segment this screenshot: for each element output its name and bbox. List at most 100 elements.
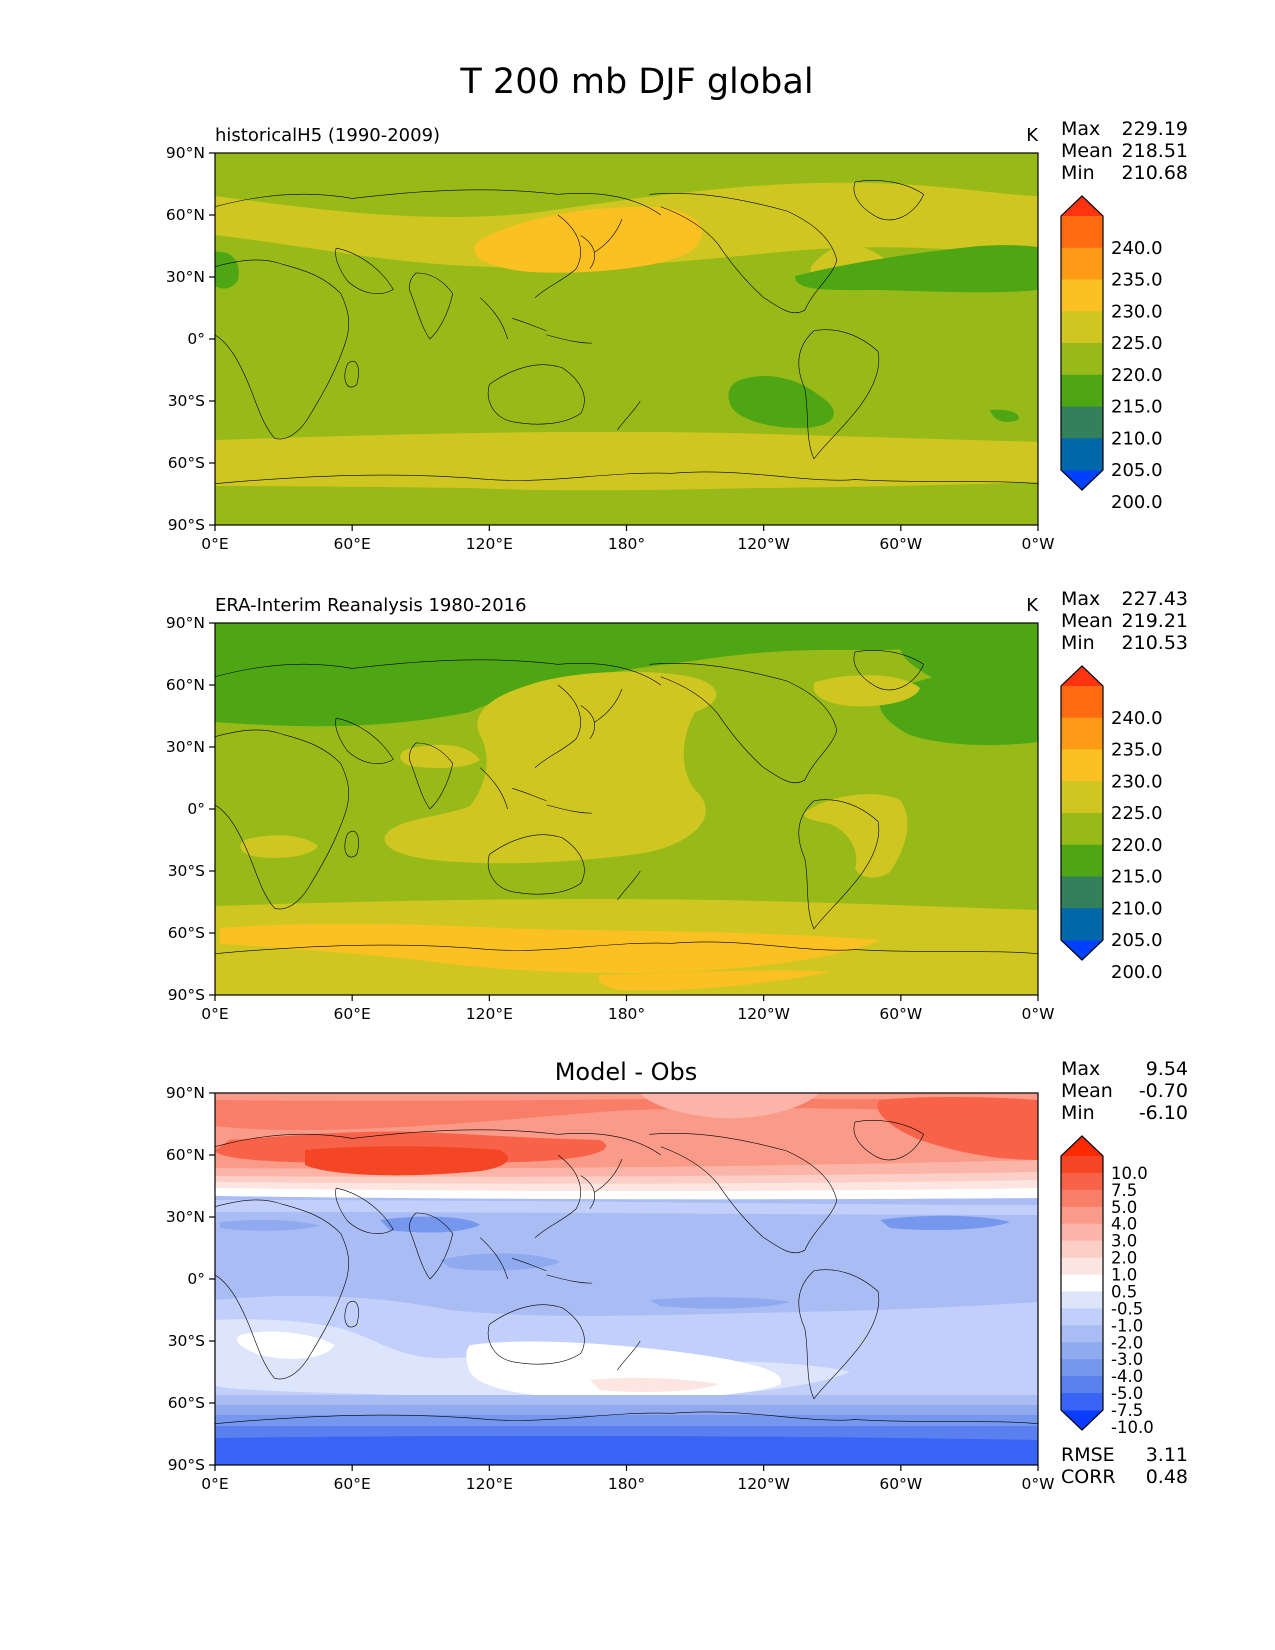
colorbar-segment [1061, 1240, 1103, 1259]
coastline [215, 190, 661, 215]
coastline [617, 401, 640, 430]
coastline [488, 835, 584, 894]
colorbar-segment [1061, 343, 1103, 376]
stat-mean-label: Mean [1061, 140, 1113, 162]
colorbar-segment [1061, 1325, 1103, 1343]
colorbar-segment [1061, 1172, 1103, 1191]
lon-tick-label: 180° [608, 1475, 645, 1493]
coastline [215, 730, 349, 909]
coastline [215, 1130, 661, 1155]
lon-tick-label: 60°W [879, 1005, 922, 1023]
stat-max-label: Max [1061, 588, 1100, 610]
colorbar-segment [1061, 686, 1103, 719]
axis-ticks: 90°N 60°N 30°N 0° 30°S 60°S 90°S0°E 60°E 120°E 18… [166, 144, 1055, 553]
colorbar-extend-max [1061, 666, 1103, 686]
colorbar-label: -10.0 [1111, 1418, 1154, 1437]
colorbar-segment [1061, 781, 1103, 814]
colorbar-label: 210.0 [1111, 898, 1163, 919]
colorbar-label: 225.0 [1111, 333, 1163, 354]
coastline [535, 1155, 581, 1238]
lat-tick-label: 90°N [166, 144, 205, 162]
colorbar-label: 230.0 [1111, 771, 1163, 792]
coastline [345, 361, 359, 387]
lon-tick-label: 0°W [1022, 1475, 1055, 1493]
colorbar-label: 7.5 [1111, 1181, 1137, 1200]
stat-max-label: Max [1061, 1058, 1100, 1080]
lat-tick-label: 90°S [168, 1456, 205, 1474]
map-field [215, 153, 1038, 525]
lat-tick-label: 30°S [168, 392, 205, 410]
colorbar: 240.0 235.0 230.0 225.0 220.0 215.0 210.0 205.0… [1060, 665, 1163, 983]
colorbar-outline [1060, 665, 1104, 961]
coastline [581, 1176, 595, 1209]
lon-tick-label: 60°E [334, 1475, 371, 1493]
lat-tick-label: 60°S [168, 924, 205, 942]
colorbar-label: 215.0 [1111, 397, 1163, 418]
lon-tick-label: 120°E [466, 535, 513, 553]
colorbar-segment [1061, 1206, 1103, 1225]
colorbar-segment [1061, 311, 1103, 344]
lon-tick-label: 0°W [1022, 535, 1055, 553]
colorbar-label: -4.0 [1111, 1367, 1143, 1386]
figure-title: T 200 mb DJF global [459, 62, 813, 102]
coastline [546, 1275, 592, 1283]
colorbar: 240.0 235.0 230.0 225.0 220.0 215.0 210.0 205.0… [1060, 195, 1163, 513]
lat-tick-label: 60°N [166, 206, 205, 224]
coastline [799, 1270, 879, 1399]
lon-tick-label: 0°W [1022, 1005, 1055, 1023]
coastline [488, 365, 584, 424]
corr-value: 0.48 [1146, 1466, 1188, 1488]
stat-mean-value: -0.70 [1139, 1080, 1188, 1102]
lat-tick-label: 0° [187, 1270, 205, 1288]
colorbar-segment [1061, 749, 1103, 782]
colorbar-label: 220.0 [1111, 365, 1163, 386]
colorbar-segment [1061, 813, 1103, 846]
colorbar-label: 200.0 [1111, 492, 1163, 513]
coastline [854, 180, 924, 220]
colorbar-extend-min [1061, 940, 1103, 960]
colorbar-label: 1.0 [1111, 1266, 1137, 1285]
colorbar-label: 5.0 [1111, 1198, 1137, 1217]
coastline [336, 718, 394, 764]
lon-tick-label: 0°E [201, 1475, 228, 1493]
coastline [512, 1258, 546, 1270]
colorbar-segment [1061, 876, 1103, 909]
stat-mean-label: Mean [1061, 610, 1113, 632]
colorbar-label: 235.0 [1111, 270, 1163, 291]
coastline [649, 193, 836, 313]
coastline [215, 1412, 1038, 1424]
stat-min-value: -6.10 [1139, 1102, 1188, 1124]
panel-title: Model - Obs [555, 1058, 698, 1086]
stat-max-label: Max [1061, 118, 1100, 140]
colorbar-segment [1061, 406, 1103, 439]
colorbar-segment [1061, 438, 1103, 471]
units-label: K [1026, 125, 1039, 146]
lon-tick-label: 180° [608, 535, 645, 553]
lat-tick-label: 30°N [166, 1208, 205, 1226]
colorbar-segment [1061, 1156, 1103, 1174]
colorbar: 10.07.55.04.03.02.01.00.5-0.5-1.0-2.0-3.… [1060, 1135, 1154, 1437]
coastline [215, 942, 1038, 954]
map-field [215, 623, 1038, 995]
colorbar-extend-max [1061, 1136, 1103, 1156]
coastline [546, 335, 592, 343]
stat-mean-value: 218.51 [1122, 140, 1188, 162]
axis-ticks: 90°N 60°N 30°N 0° 30°S 60°S 90°S0°E 60°E 120°E 18… [166, 1084, 1055, 1493]
coastline [512, 788, 546, 800]
coastline [581, 236, 595, 269]
colorbar-segment [1061, 279, 1103, 312]
coastlines [215, 1120, 1038, 1423]
colorbar-label: 0.5 [1111, 1282, 1137, 1301]
colorbar-segment [1061, 247, 1103, 280]
lat-tick-label: 60°N [166, 1146, 205, 1164]
stat-min-label: Min [1061, 1102, 1095, 1124]
coastline [480, 768, 507, 809]
coastline [345, 1301, 359, 1327]
lon-tick-label: 120°W [737, 1005, 790, 1023]
lat-tick-label: 60°S [168, 1394, 205, 1412]
colorbar-label: -1.0 [1111, 1316, 1143, 1335]
colorbar-segment [1061, 216, 1103, 249]
axis-ticks: 90°N 60°N 30°N 0° 30°S 60°S 90°S0°E 60°E 120°E 18… [166, 614, 1055, 1023]
panel-title: historicalH5 (1990-2009) [215, 125, 440, 146]
coastline [854, 650, 924, 690]
